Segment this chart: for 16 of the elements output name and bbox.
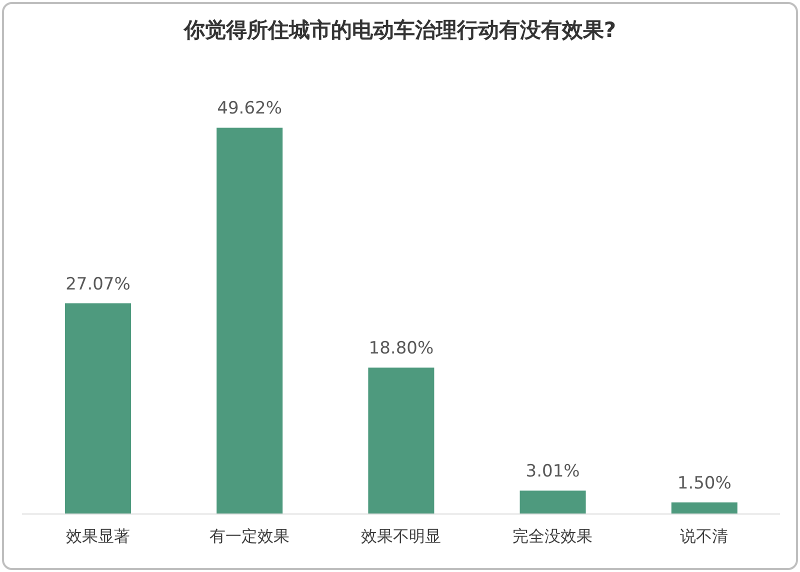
x-tick-label: 效果显著	[66, 526, 130, 546]
x-tick-label: 有一定效果	[209, 526, 290, 546]
data-label: 18.80%	[368, 338, 434, 359]
bar	[216, 128, 283, 514]
bar	[671, 502, 738, 514]
bar	[65, 303, 131, 514]
data-label: 27.07%	[66, 274, 130, 294]
data-label: 49.62%	[217, 98, 282, 119]
bar	[520, 490, 586, 514]
data-label: 1.50%	[677, 473, 732, 494]
bar	[368, 368, 434, 514]
x-tick-label: 效果不明显	[361, 526, 441, 546]
data-label: 3.01%	[526, 462, 580, 482]
chart-title: 你觉得所住城市的电动车治理行动有没有效果?	[182, 17, 618, 44]
x-tick-label: 完全没效果	[512, 526, 593, 546]
x-tick-label: 说不清	[680, 526, 728, 546]
